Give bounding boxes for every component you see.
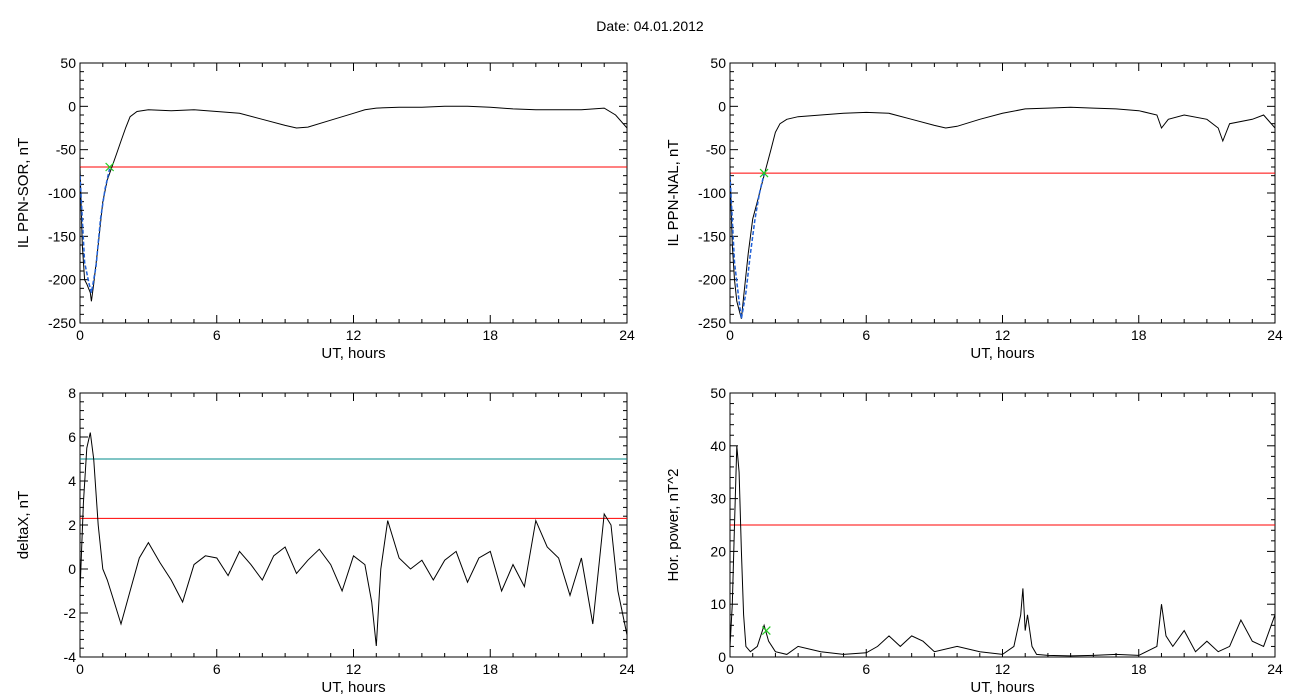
series-line — [80, 432, 627, 647]
x-tick-label: 0 — [76, 327, 84, 343]
y-tick-label: 8 — [68, 385, 76, 401]
y-axis-label: deltaX, nT — [15, 491, 32, 559]
y-tick-label: -200 — [48, 272, 76, 288]
y-tick-label: 0 — [718, 649, 726, 665]
x-tick-label: 24 — [619, 661, 635, 677]
y-axis-label: IL PPN-NAL, nT — [665, 140, 682, 247]
panel-il-ppn-nal: 0 6 12 18 24 -250 -200 -150 -100 -50 0 50 UT, hours I… — [665, 55, 1283, 362]
y-tick-label: 0 — [718, 98, 726, 114]
date-title: Date: 04.01.2012 — [596, 18, 704, 34]
x-tick-label: 24 — [619, 327, 635, 343]
panel-il-ppn-sor: 0 6 12 18 24 -250 -200 -150 -100 -50 0 50 UT, hours I… — [15, 55, 635, 362]
x-tick-label: 6 — [213, 661, 221, 677]
series-line — [730, 445, 1275, 657]
series-line — [730, 106, 1275, 319]
crossing-marker — [759, 168, 769, 178]
crossing-marker-stroke — [105, 162, 115, 172]
y-tick-label: 10 — [710, 596, 726, 612]
plot-frame — [79, 62, 628, 324]
y-tick-label: 4 — [68, 473, 76, 489]
x-axis-label: UT, hours — [321, 679, 385, 696]
x-tick-label: 6 — [213, 327, 221, 343]
x-tick-label: 24 — [1267, 327, 1283, 343]
y-tick-label: 50 — [710, 385, 726, 401]
y-tick-label: -200 — [698, 272, 726, 288]
y-tick-label: -100 — [698, 185, 726, 201]
y-tick-label: 30 — [710, 491, 726, 507]
crossing-marker — [105, 162, 115, 172]
x-tick-label: 12 — [346, 327, 362, 343]
y-tick-label: -150 — [698, 228, 726, 244]
y-tick-label: -4 — [64, 649, 77, 665]
x-tick-label: 6 — [862, 661, 870, 677]
y-tick-label: -50 — [706, 142, 726, 158]
x-tick-label: 12 — [995, 661, 1011, 677]
x-axis-label: UT, hours — [970, 679, 1034, 696]
series-line — [80, 105, 627, 302]
y-tick-label: -50 — [56, 142, 76, 158]
x-axis-label: UT, hours — [321, 345, 385, 362]
crossing-marker — [761, 626, 771, 636]
crossing-marker-stroke — [759, 168, 769, 178]
x-tick-label: 0 — [76, 661, 84, 677]
x-tick-label: 12 — [995, 327, 1011, 343]
y-axis-label: Hor. power, nT^2 — [665, 469, 682, 582]
x-tick-label: 12 — [346, 661, 362, 677]
y-tick-label: -2 — [64, 605, 77, 621]
y-tick-label: 20 — [710, 543, 726, 559]
y-tick-label: -250 — [48, 315, 76, 331]
plot-frame — [79, 392, 628, 658]
x-tick-label: 24 — [1267, 661, 1283, 677]
x-tick-label: 0 — [726, 327, 734, 343]
y-tick-label: 0 — [68, 561, 76, 577]
y-tick-label: 40 — [710, 438, 726, 454]
y-tick-label: 6 — [68, 429, 76, 445]
y-tick-label: 0 — [68, 98, 76, 114]
crossing-marker-stroke — [761, 626, 771, 636]
x-tick-label: 6 — [862, 327, 870, 343]
x-tick-label: 0 — [726, 661, 734, 677]
x-tick-label: 18 — [482, 327, 498, 343]
x-tick-label: 18 — [1131, 661, 1147, 677]
plot-frame — [729, 62, 1276, 324]
y-tick-label: -100 — [48, 185, 76, 201]
y-tick-label: -250 — [698, 315, 726, 331]
y-tick-label: 50 — [60, 55, 76, 71]
panel-hor-power: 0 6 12 18 24 0 10 20 30 40 50 UT, hours Hor. power, … — [665, 385, 1283, 696]
y-tick-label: 2 — [68, 517, 76, 533]
x-tick-label: 18 — [1131, 327, 1147, 343]
x-axis-label: UT, hours — [970, 345, 1034, 362]
y-tick-label: -150 — [48, 228, 76, 244]
x-tick-label: 18 — [482, 661, 498, 677]
y-tick-label: 50 — [710, 55, 726, 71]
y-axis-label: IL PPN-SOR, nT — [15, 138, 32, 248]
fit-line — [80, 168, 111, 293]
fit-line — [730, 173, 765, 319]
